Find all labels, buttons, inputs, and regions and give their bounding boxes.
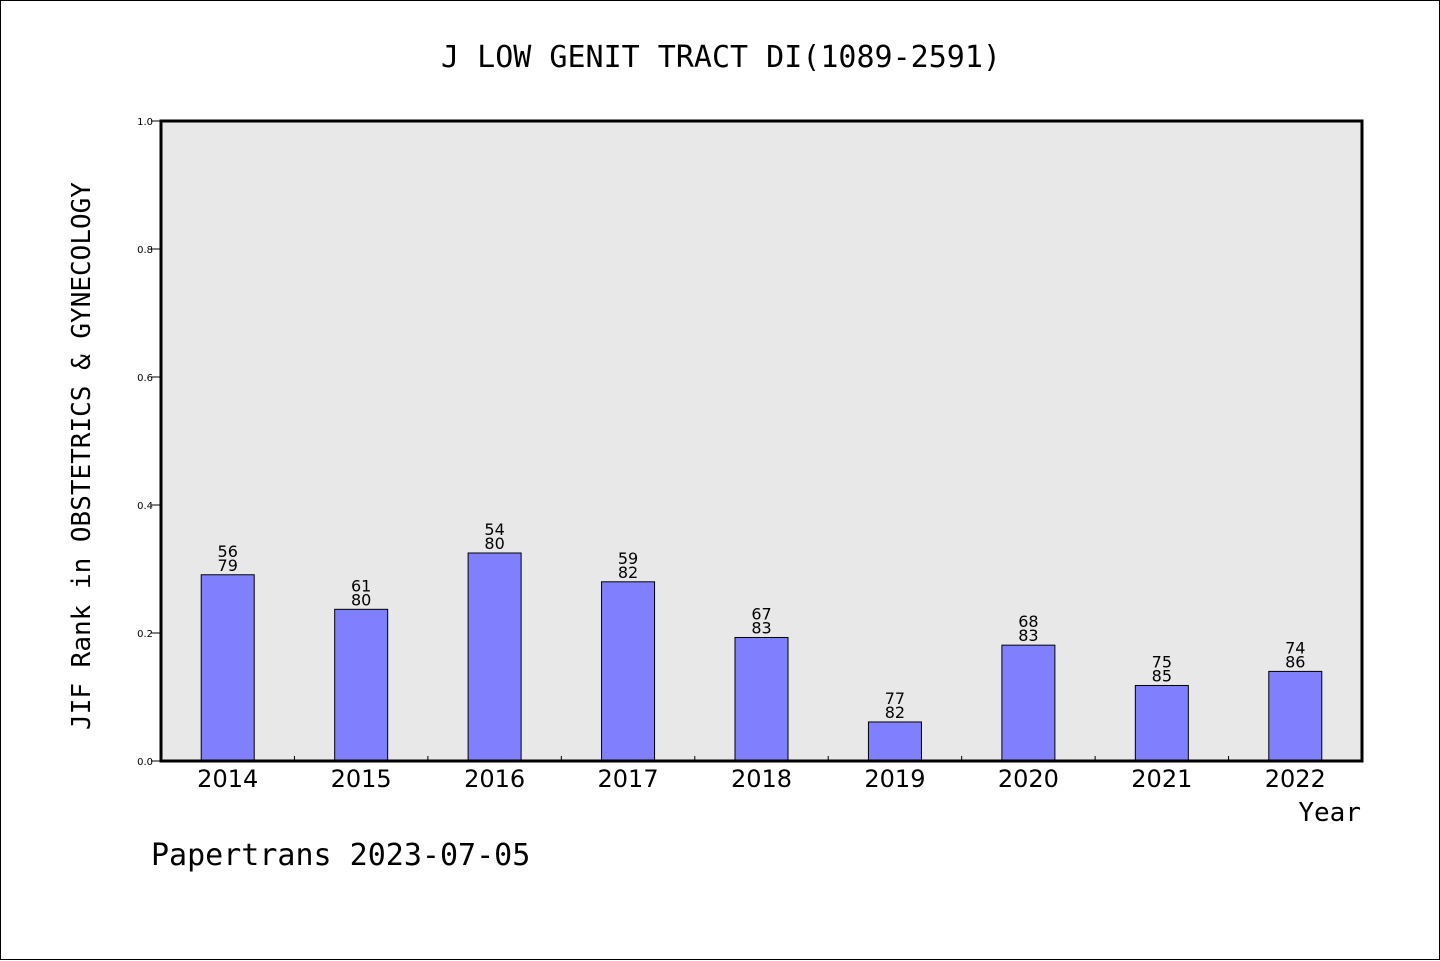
bar-label-total: 83 <box>1018 626 1038 645</box>
bar <box>734 636 789 762</box>
bar-label-total: 86 <box>1285 652 1305 671</box>
bar-label-total: 80 <box>484 534 504 553</box>
bar <box>334 608 389 762</box>
y-axis-ticks: 0.0 0.2 0.4 0.6 0.8 1.0 <box>137 117 161 768</box>
y-tick-label: 0.8 <box>137 245 153 256</box>
bar <box>467 552 522 762</box>
bar-label-total: 79 <box>218 556 238 575</box>
bar <box>601 581 656 762</box>
x-axis-ticks: 2014 2015 2016 2017 2018 2019 2020 2021 2022 <box>197 756 1326 793</box>
bar-label-total: 83 <box>751 618 771 637</box>
bar-label-rank: 67 <box>751 604 771 623</box>
y-tick-label: 0.4 <box>137 501 153 512</box>
x-tick-label: 2019 <box>864 765 925 793</box>
bar-label-total: 82 <box>618 563 638 582</box>
y-tick-label: 0.6 <box>137 373 153 384</box>
bar-label-rank: 61 <box>351 576 371 595</box>
plot-border <box>159 119 1364 763</box>
bar-label-total: 82 <box>885 703 905 722</box>
x-tick-label: 2022 <box>1265 765 1326 793</box>
footer-watermark: Papertrans 2023-07-05 <box>151 838 530 873</box>
bar-label-total: 85 <box>1152 666 1172 685</box>
x-tick-label: 2020 <box>998 765 1059 793</box>
y-axis-label: JIF Rank in OBSTETRICS & GYNECOLOGY <box>67 182 97 730</box>
y-tick-label: 0.0 <box>137 757 153 768</box>
bar <box>867 721 922 762</box>
x-tick-label: 2017 <box>598 765 659 793</box>
x-tick-label: 2021 <box>1131 765 1192 793</box>
x-tick-label: 2015 <box>331 765 392 793</box>
bar-label-rank: 77 <box>885 689 905 708</box>
x-tick-label: 2016 <box>464 765 525 793</box>
bar <box>1268 670 1323 762</box>
bar <box>200 574 255 762</box>
bar <box>1001 644 1056 762</box>
chart-title: J LOW GENIT TRACT DI(1089-2591) <box>441 40 1001 75</box>
x-tick-label: 2014 <box>197 765 258 793</box>
y-tick-label: 0.2 <box>137 629 153 640</box>
x-tick-label: 2018 <box>731 765 792 793</box>
y-tick-label: 1.0 <box>137 117 153 128</box>
bar <box>1134 684 1189 762</box>
bar-label-rank: 54 <box>484 520 504 539</box>
x-axis-label: Year <box>1298 798 1361 828</box>
bar-label-rank: 75 <box>1152 652 1172 671</box>
bar-label-rank: 59 <box>618 549 638 568</box>
bar-label-total: 80 <box>351 590 371 609</box>
bar-label-rank: 68 <box>1018 612 1038 631</box>
bar-label-rank: 56 <box>218 542 238 561</box>
bar-label-rank: 74 <box>1285 638 1305 657</box>
